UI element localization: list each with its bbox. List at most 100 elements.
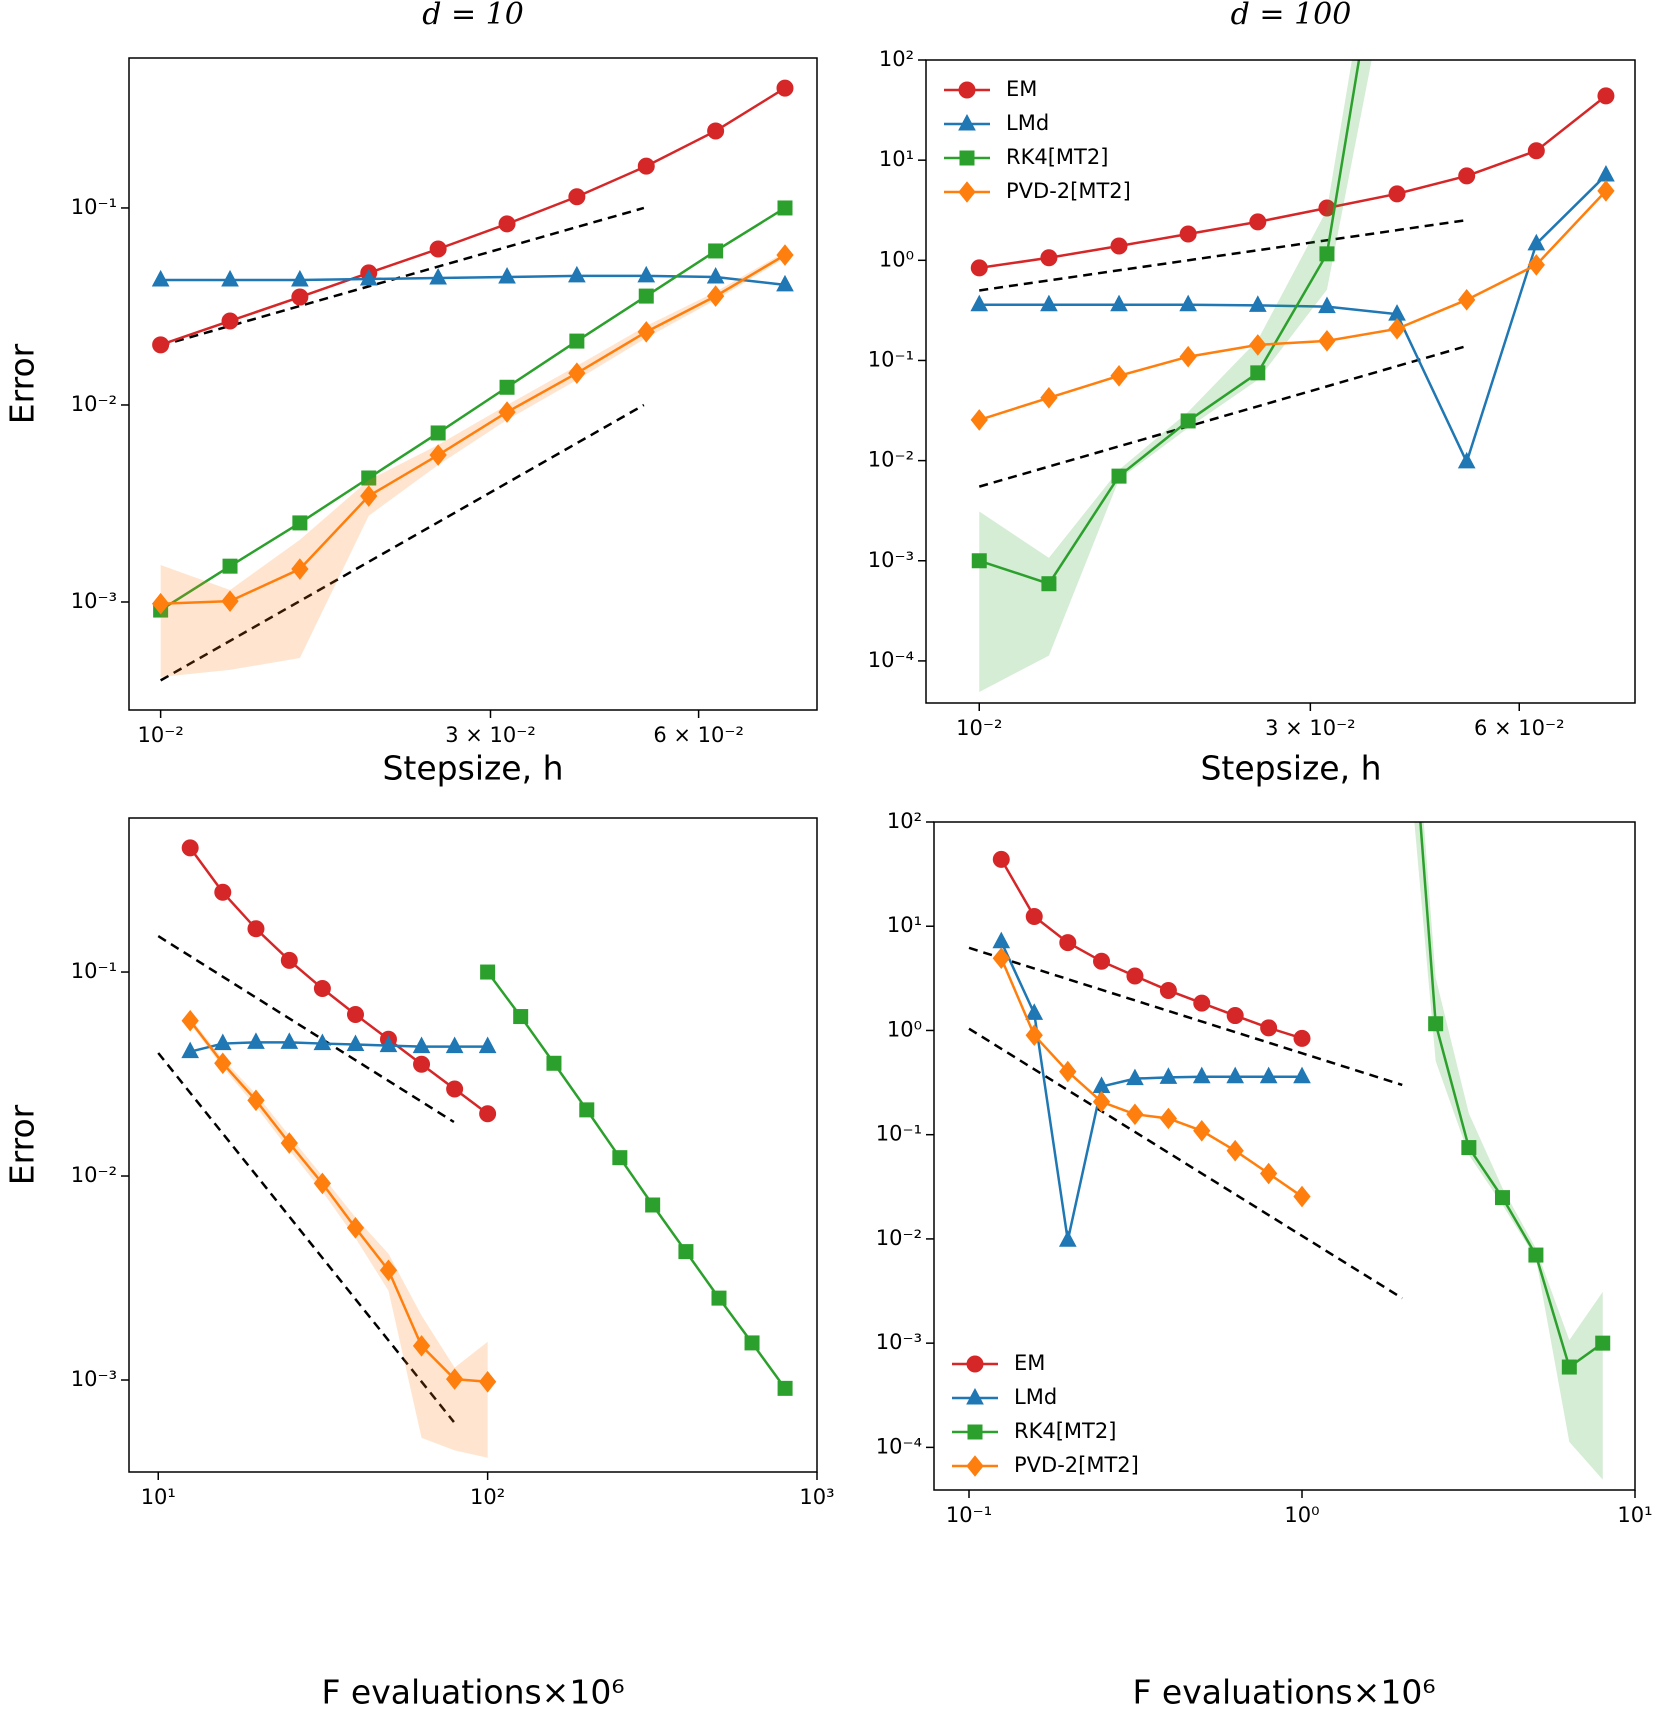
marker (1092, 1090, 1111, 1113)
legend-label: PVD-2[MT2] (1006, 179, 1131, 203)
marker (678, 1244, 694, 1260)
marker (569, 333, 585, 349)
legend-label: RK4[MT2] (1014, 1419, 1116, 1443)
reference-line (157, 935, 455, 1124)
legend-label: EM (1014, 1351, 1045, 1375)
marker (445, 1368, 464, 1390)
marker (1561, 1359, 1577, 1375)
marker (1192, 1066, 1211, 1084)
marker (379, 1259, 398, 1282)
marker (1040, 386, 1058, 409)
series-line (979, 94, 1607, 270)
reference-line (157, 1052, 455, 1423)
marker (413, 1055, 431, 1073)
marker (568, 265, 586, 283)
marker (1388, 318, 1406, 340)
marker (152, 336, 170, 354)
marker (568, 362, 586, 384)
marker (1040, 249, 1058, 267)
marker (1025, 1024, 1043, 1047)
x-axis-label: F evaluations×10⁶ (1132, 1673, 1435, 1712)
marker (479, 1105, 497, 1123)
confidence-band (190, 1017, 488, 1458)
x-axis-label: Stepsize, h (1200, 749, 1381, 788)
x-axis-label: Stepsize, h (382, 749, 563, 788)
y-tick-label: 10⁻² (868, 448, 914, 472)
y-tick-label: 10⁻² (71, 392, 117, 416)
marker (346, 1006, 364, 1024)
y-axis-label: Error (3, 1104, 42, 1185)
reference-line (978, 345, 1465, 488)
marker (221, 312, 239, 330)
series-line (978, 190, 1607, 422)
marker (346, 1217, 365, 1239)
marker (346, 1034, 365, 1052)
marker (360, 485, 378, 507)
marker (1428, 1016, 1444, 1032)
marker (429, 240, 447, 258)
x-tick-label: 10⁻² (956, 716, 1002, 740)
reference-line (968, 1027, 1403, 1300)
marker (706, 266, 725, 284)
marker (498, 401, 516, 423)
marker (247, 1089, 265, 1112)
marker (1041, 576, 1057, 592)
marker (776, 79, 794, 97)
marker (291, 269, 309, 287)
y-tick-label: 10⁻² (71, 1163, 117, 1187)
marker (1458, 167, 1476, 185)
marker (992, 850, 1010, 868)
marker (1110, 294, 1128, 312)
marker (513, 1009, 529, 1025)
series-line (486, 971, 787, 1390)
marker (1494, 1190, 1510, 1206)
x-tick-label: 10² (470, 1485, 505, 1509)
marker (579, 1102, 595, 1118)
series-line (160, 87, 786, 347)
marker (1597, 164, 1615, 182)
confidence-band (1414, 822, 1603, 1480)
y-tick-label: 10⁻⁴ (868, 648, 914, 672)
plot-area (968, 822, 1611, 1480)
y-axis-label: Error (3, 343, 42, 424)
y-tick-label: 10⁻³ (876, 1330, 922, 1354)
reference-line (968, 946, 1403, 1087)
marker (247, 1032, 265, 1049)
marker (1461, 1140, 1477, 1156)
series-line (189, 1019, 488, 1384)
marker (970, 409, 988, 431)
axes-frame (128, 817, 818, 1473)
marker (568, 188, 586, 206)
marker (213, 1033, 232, 1051)
series-line (979, 174, 1607, 466)
marker (1249, 334, 1267, 356)
marker (181, 1041, 200, 1059)
marker (1180, 413, 1196, 429)
plot-area (151, 79, 794, 682)
marker (1388, 185, 1406, 203)
marker (1025, 1003, 1044, 1020)
marker (1293, 1029, 1311, 1047)
series-line (1419, 822, 1604, 1370)
marker (637, 265, 656, 283)
marker (478, 1036, 497, 1054)
marker (1179, 345, 1197, 368)
series-line (978, 60, 1361, 586)
marker (1179, 225, 1197, 243)
marker (1249, 213, 1267, 231)
x-tick-label: 10¹ (141, 1485, 176, 1509)
y-tick-label: 10⁻³ (868, 548, 914, 572)
marker (280, 1032, 299, 1049)
marker (958, 113, 976, 131)
marker (958, 81, 976, 99)
marker (966, 1387, 984, 1405)
marker (637, 321, 655, 343)
series-line (1000, 941, 1302, 1241)
x-tick-label: 3 × 10⁻² (445, 723, 536, 747)
marker (221, 269, 239, 287)
marker (1293, 1066, 1311, 1084)
marker (1527, 142, 1545, 160)
marker (292, 515, 308, 531)
y-tick-label: 10² (887, 809, 922, 833)
x-axis-label: F evaluations×10⁶ (321, 1673, 624, 1712)
